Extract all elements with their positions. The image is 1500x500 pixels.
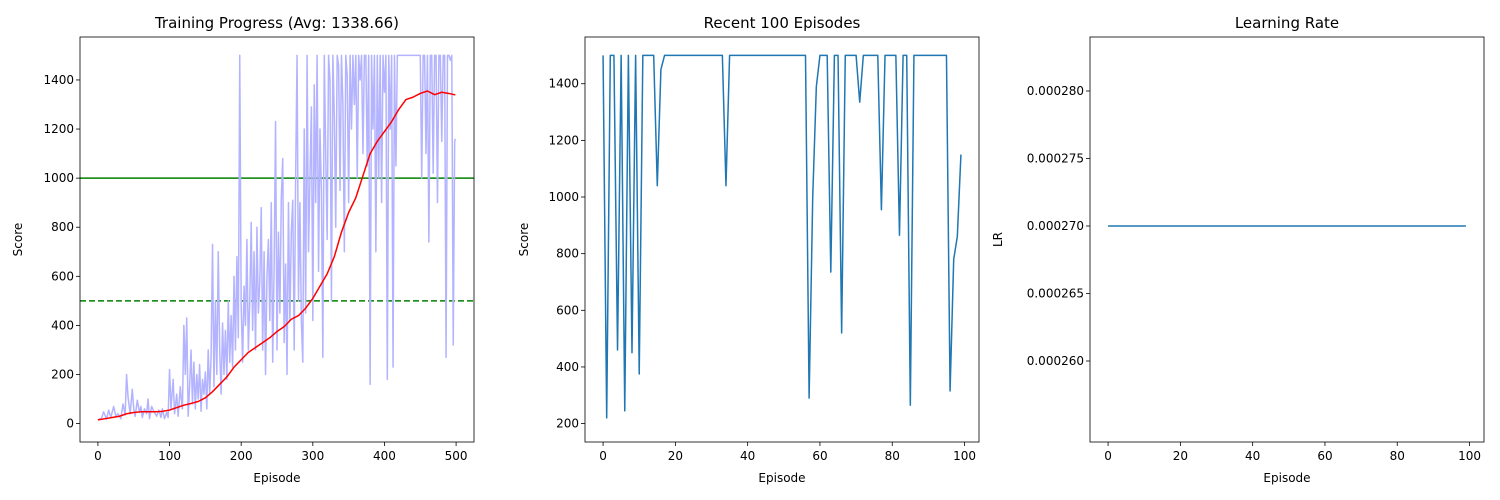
x-tick-label: 400: [373, 449, 396, 463]
y-tick-label: 200: [51, 368, 74, 382]
y-tick-label: 0: [66, 417, 74, 431]
y-tick-label: 1400: [548, 77, 579, 91]
x-tick-label: 80: [1390, 449, 1405, 463]
y-tick-label: 800: [51, 220, 74, 234]
training-progress-chart: Training Progress (Avg: 1338.66) 0 100 200 3…: [11, 14, 475, 485]
y-tick-label: 1200: [43, 122, 74, 136]
x-tick-label: 80: [885, 449, 900, 463]
x-tick-label: 0: [1104, 449, 1112, 463]
y-tick-label: 1400: [43, 73, 74, 87]
series-line-0: [97, 54, 457, 421]
axes-frame: [79, 36, 475, 443]
x-tick-label: 100: [953, 449, 976, 463]
axes-frame: [1089, 36, 1485, 443]
y-tick-label: 600: [51, 269, 74, 283]
chart-title: Learning Rate: [1235, 14, 1339, 32]
x-axis-label: Episode: [758, 471, 805, 485]
y-tick-label: 400: [556, 360, 579, 374]
y-tick-label: 0.000260: [1027, 354, 1084, 368]
x-tick-label: 40: [740, 449, 755, 463]
y-tick-label: 0.000270: [1027, 219, 1084, 233]
chart-title: Training Progress (Avg: 1338.66): [154, 14, 399, 32]
x-tick-label: 300: [301, 449, 324, 463]
series-line-1: [97, 90, 456, 421]
x-axis-label: Episode: [253, 471, 300, 485]
y-tick-label: 0.000275: [1027, 152, 1084, 166]
x-tick-label: 200: [230, 449, 253, 463]
x-axis-label: Episode: [1263, 471, 1310, 485]
x-tick-label: 40: [1245, 449, 1260, 463]
y-tick-label: 200: [556, 417, 579, 431]
x-tick-label: 60: [812, 449, 827, 463]
x-tick-label: 100: [1458, 449, 1481, 463]
learning-rate-chart: Learning Rate 0 20 40 60 80 100 0.000260 0.00026…: [991, 14, 1485, 485]
y-tick-label: 600: [556, 303, 579, 317]
x-tick-label: 60: [1317, 449, 1332, 463]
y-axis-label: Score: [11, 223, 25, 257]
recent-episodes-chart: Recent 100 Episodes 0 20 40 60 80 100 200 400 600…: [517, 14, 980, 485]
y-tick-label: 0.000280: [1027, 84, 1084, 98]
x-tick-label: 20: [1173, 449, 1188, 463]
y-tick-label: 400: [51, 318, 74, 332]
y-tick-label: 1200: [548, 133, 579, 147]
y-axis-label: LR: [991, 232, 1005, 247]
y-tick-label: 0.000265: [1027, 287, 1084, 301]
x-tick-label: 20: [668, 449, 683, 463]
x-tick-label: 0: [599, 449, 607, 463]
y-axis-label: Score: [517, 223, 531, 257]
y-tick-label: 1000: [43, 171, 74, 185]
series-line-0: [602, 54, 962, 419]
y-tick-label: 800: [556, 247, 579, 261]
x-tick-label: 0: [94, 449, 102, 463]
x-tick-label: 500: [445, 449, 468, 463]
x-tick-label: 100: [158, 449, 181, 463]
axes-frame: [584, 36, 980, 443]
chart-title: Recent 100 Episodes: [704, 14, 861, 32]
y-tick-label: 1000: [548, 190, 579, 204]
